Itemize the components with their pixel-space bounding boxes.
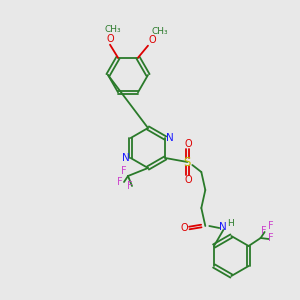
Text: S: S [184, 155, 191, 169]
Text: CH₃: CH₃ [105, 25, 121, 34]
Text: O: O [181, 223, 188, 233]
Text: N: N [122, 153, 130, 163]
Text: F: F [261, 226, 266, 236]
Text: H: H [227, 218, 234, 227]
Text: CH₃: CH₃ [152, 27, 168, 36]
Text: F: F [127, 181, 133, 191]
Text: F: F [121, 166, 127, 176]
Text: F: F [117, 177, 123, 187]
Text: O: O [148, 35, 156, 45]
Text: O: O [184, 139, 192, 149]
Text: O: O [106, 34, 114, 44]
Text: F: F [268, 221, 274, 231]
Text: N: N [167, 133, 174, 143]
Text: F: F [268, 233, 274, 243]
Text: N: N [219, 222, 227, 232]
Text: O: O [184, 175, 192, 185]
